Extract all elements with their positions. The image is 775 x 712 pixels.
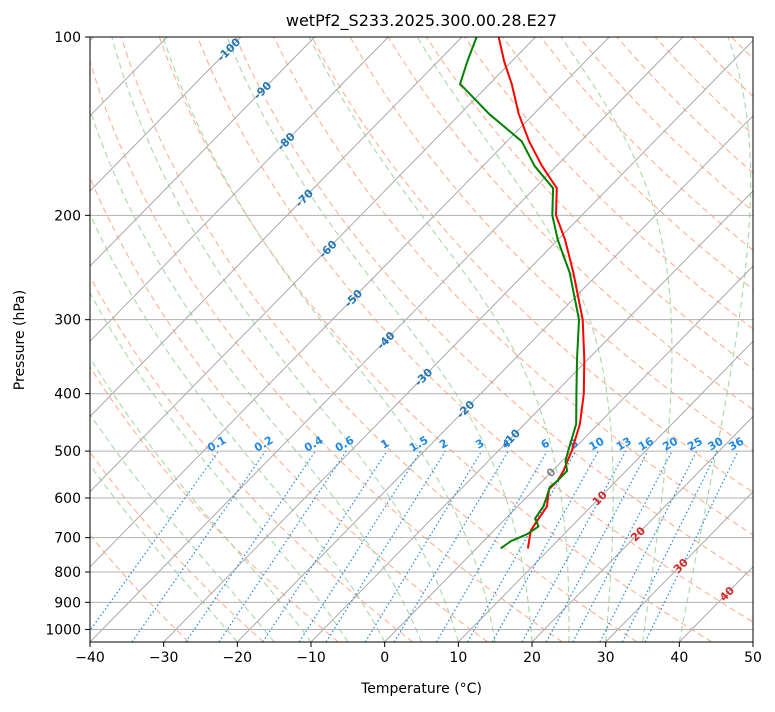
y-tick-label: 800 [54,565,81,581]
y-tick-label: 100 [54,30,81,46]
x-tick-label: 0 [380,650,389,666]
y-tick-label: 900 [54,595,81,611]
y-tick-label: 200 [54,208,81,224]
x-tick-label: 40 [670,650,688,666]
x-tick-label: 50 [744,650,762,666]
x-tick-label: 10 [449,650,467,666]
y-tick-label: 300 [54,313,81,329]
x-tick-label: −40 [75,650,105,666]
chart-title: wetPf2_S233.2025.300.00.28.E27 [286,11,557,31]
y-tick-label: 400 [54,387,81,403]
x-axis-label: Temperature (°C) [360,681,482,697]
y-tick-label: 700 [54,531,81,547]
x-tick-label: −10 [296,650,326,666]
x-tick-label: −20 [223,650,253,666]
x-tick-label: −30 [149,650,179,666]
x-tick-label: 30 [597,650,615,666]
y-tick-label: 1000 [45,622,81,638]
y-tick-label: 600 [54,491,81,507]
y-axis-label: Pressure (hPa) [12,290,28,390]
x-tick-label: 20 [523,650,541,666]
y-tick-label: 500 [54,444,81,460]
